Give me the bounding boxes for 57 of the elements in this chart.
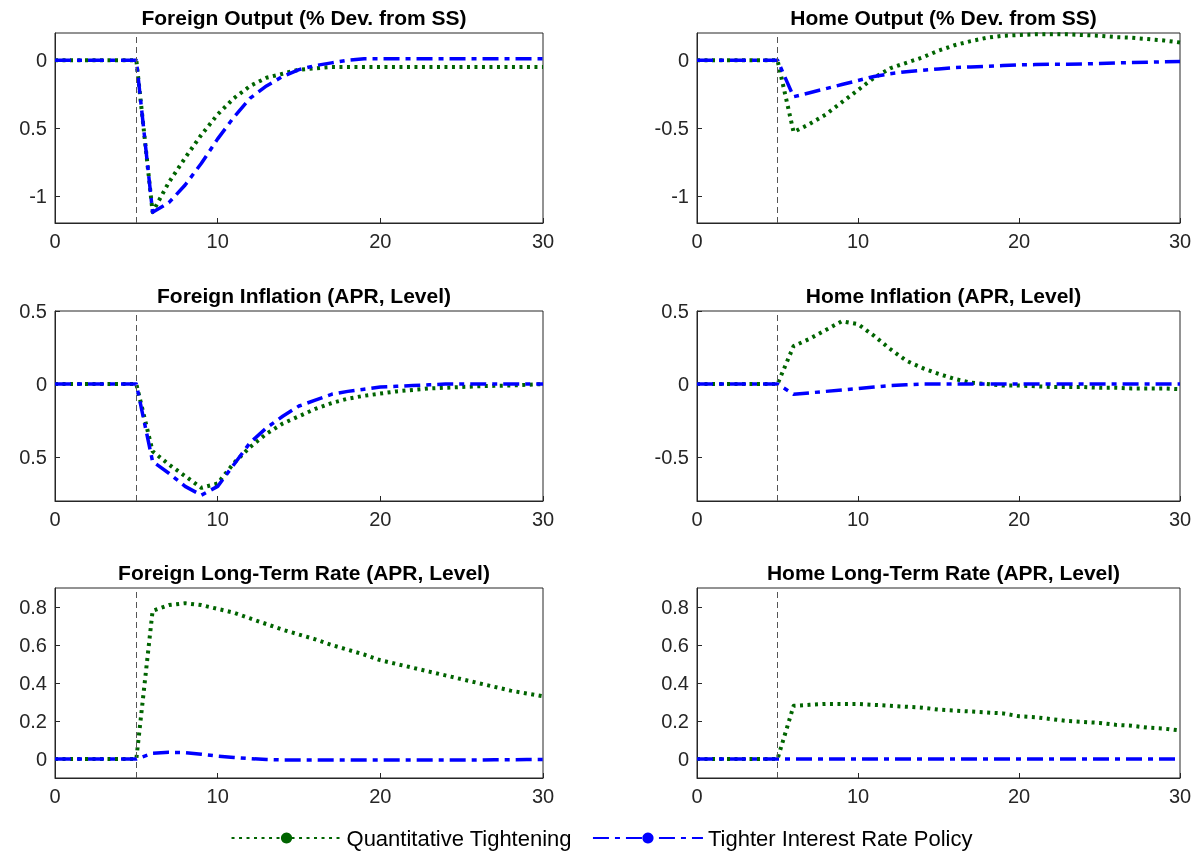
- x-tick-label: 20: [369, 508, 392, 530]
- chart-title: Foreign Inflation (APR, Level): [156, 284, 452, 307]
- line-series: [695, 382, 1182, 397]
- x-tick-label: 30: [1168, 230, 1192, 252]
- x-tick-label: 0: [691, 785, 703, 807]
- y-tick-label: 0.8: [661, 596, 689, 618]
- x-tick-label: 10: [206, 230, 229, 252]
- x-tick-label: 20: [1007, 508, 1031, 530]
- x-tick-label: 30: [531, 230, 555, 252]
- y-tick-label: 0: [35, 373, 47, 396]
- line-series: [695, 58, 1182, 99]
- x-tick-label: 20: [1007, 230, 1031, 252]
- y-tick-label: -1: [29, 184, 47, 207]
- y-tick-label: 0: [677, 748, 689, 770]
- x-tick-label: 0: [49, 230, 61, 252]
- x-tick-label: 0: [691, 230, 703, 252]
- y-tick-label: -0.5: [654, 117, 689, 139]
- y-tick-label: 0.6: [19, 634, 47, 656]
- line-series: [53, 750, 545, 762]
- x-tick-label: 30: [531, 785, 555, 807]
- chart-title: Home Output (% Dev. from SS): [790, 6, 1097, 29]
- x-tick-label: 30: [1168, 785, 1192, 807]
- chart-title: Foreign Output (% Dev. from SS): [141, 6, 467, 29]
- y-tick-label: 0.2: [19, 710, 47, 732]
- x-tick-label: 10: [846, 785, 870, 807]
- y-tick-label: 0.5: [661, 300, 689, 322]
- y-tick-label: 0: [677, 49, 689, 72]
- legend-label: Quantitative Tightening: [346, 825, 572, 851]
- chart-title: Home Long-Term Rate (APR, Level): [766, 561, 1121, 584]
- x-tick-label: 20: [369, 785, 392, 807]
- x-tick-label: 0: [49, 508, 61, 530]
- y-tick-label: -1: [671, 184, 689, 207]
- x-tick-label: 20: [1007, 785, 1031, 807]
- y-tick-label: 0: [35, 49, 47, 72]
- x-tick-label: 30: [531, 508, 555, 530]
- y-tick-label: 0.4: [661, 672, 689, 694]
- y-tick-label: 0.5: [19, 446, 47, 469]
- y-tick-label: 0.4: [19, 672, 47, 694]
- x-tick-label: 0: [691, 508, 703, 530]
- y-tick-label: 0: [677, 373, 689, 396]
- y-tick-label: 0.2: [661, 710, 689, 732]
- y-tick-label: 0.8: [19, 596, 47, 618]
- y-tick-label: -0.5: [654, 446, 689, 469]
- chart-title: Home Inflation (APR, Level): [805, 284, 1082, 307]
- x-tick-label: 20: [369, 230, 392, 252]
- y-tick-label: 0: [35, 748, 47, 770]
- x-tick-label: 10: [846, 230, 870, 252]
- x-tick-label: 10: [846, 508, 870, 530]
- legend-label: Tighter Interest Rate Policy: [707, 825, 973, 851]
- y-tick-label: 0.5: [19, 117, 47, 139]
- x-tick-label: 10: [206, 508, 229, 530]
- x-tick-label: 30: [1168, 508, 1192, 530]
- y-tick-label: 0.5: [19, 300, 47, 322]
- x-tick-label: 10: [206, 785, 229, 807]
- x-tick-label: 0: [49, 785, 61, 807]
- y-tick-label: 0.6: [661, 634, 689, 656]
- chart-title: Foreign Long-Term Rate (APR, Level): [118, 561, 490, 584]
